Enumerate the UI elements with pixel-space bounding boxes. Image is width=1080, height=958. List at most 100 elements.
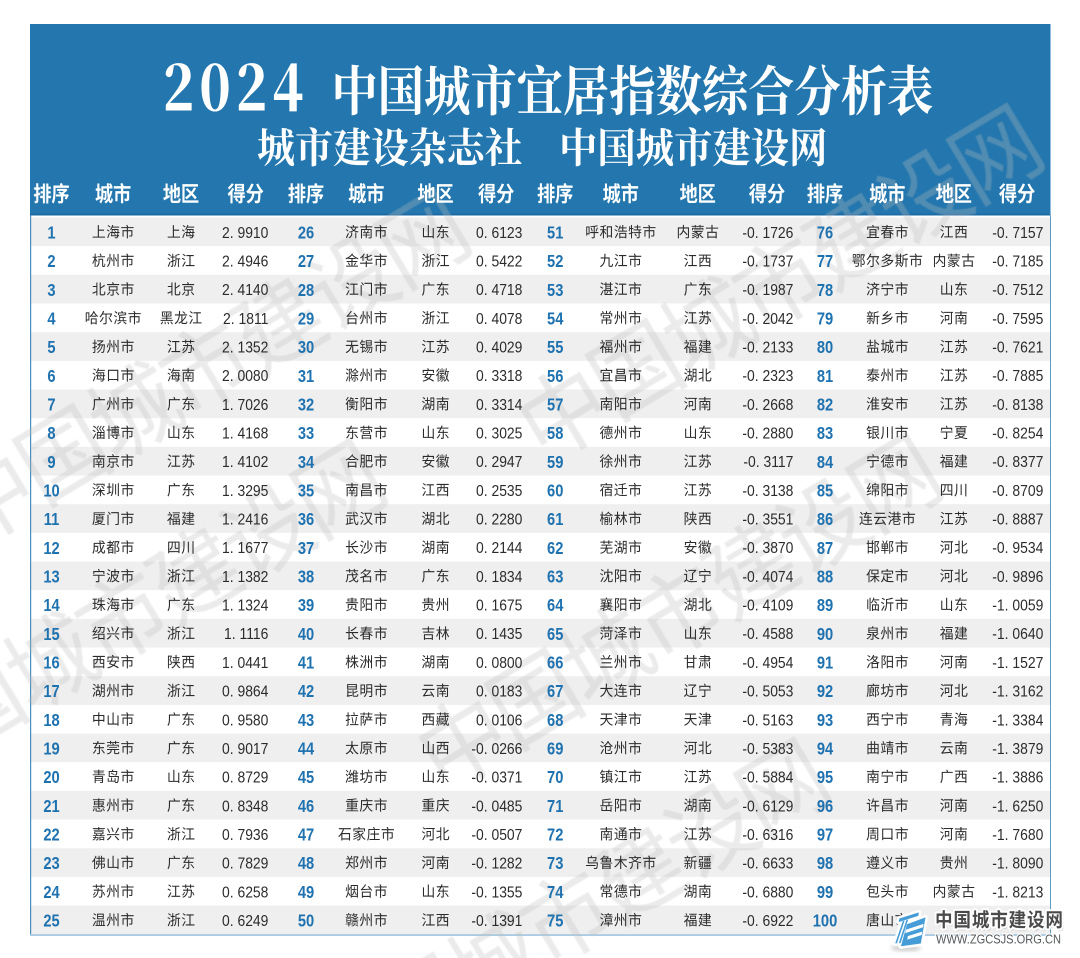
svg-text:0. 3318: 0. 3318 [476, 367, 522, 385]
svg-text:1. 1677: 1. 1677 [222, 539, 268, 557]
svg-text:0. 0183: 0. 0183 [476, 683, 522, 701]
svg-text:48: 48 [298, 854, 314, 873]
svg-text:38: 38 [298, 567, 314, 586]
svg-text:-0. 2323: -0. 2323 [742, 367, 793, 385]
svg-text:-0. 4109: -0. 4109 [742, 597, 793, 615]
svg-text:85: 85 [817, 481, 833, 500]
svg-text:99: 99 [817, 883, 833, 902]
svg-text:7: 7 [47, 395, 55, 414]
svg-text:94: 94 [817, 739, 833, 758]
svg-text:-0. 1987: -0. 1987 [742, 281, 793, 299]
svg-text:53: 53 [547, 281, 563, 300]
svg-text:-0. 1391: -0. 1391 [471, 912, 522, 930]
svg-text:-0. 7595: -0. 7595 [992, 310, 1043, 328]
svg-text:96: 96 [817, 797, 833, 816]
svg-text:0. 8729: 0. 8729 [222, 769, 268, 787]
svg-text:81: 81 [817, 367, 833, 386]
svg-text:0. 2535: 0. 2535 [476, 482, 522, 500]
svg-text:1: 1 [47, 223, 55, 242]
svg-text:35: 35 [298, 481, 314, 500]
svg-text:75: 75 [547, 911, 563, 930]
svg-text:0. 3025: 0. 3025 [476, 425, 522, 443]
svg-text:-1. 0640: -1. 0640 [992, 625, 1043, 643]
svg-text:-1. 3886: -1. 3886 [992, 769, 1043, 787]
svg-text:-0. 7185: -0. 7185 [992, 253, 1043, 271]
svg-text:17: 17 [43, 682, 59, 701]
svg-text:0. 7936: 0. 7936 [222, 826, 268, 844]
svg-text:-0. 1355: -0. 1355 [471, 883, 522, 901]
svg-text:42: 42 [298, 682, 314, 701]
svg-text:51: 51 [547, 223, 563, 242]
svg-text:-0. 2880: -0. 2880 [742, 425, 793, 443]
svg-text:-0. 9534: -0. 9534 [992, 539, 1043, 557]
svg-text:39: 39 [298, 596, 314, 615]
svg-text:0. 1435: 0. 1435 [476, 625, 522, 643]
svg-text:-0. 4074: -0. 4074 [742, 568, 793, 586]
svg-text:79: 79 [817, 309, 833, 328]
svg-text:18: 18 [43, 711, 59, 730]
svg-text:37: 37 [298, 539, 314, 558]
svg-text:-0. 5053: -0. 5053 [742, 683, 793, 701]
svg-text:-0. 3870: -0. 3870 [742, 539, 793, 557]
svg-text:1. 4168: 1. 4168 [222, 425, 268, 443]
svg-text:89: 89 [817, 596, 833, 615]
svg-text:11: 11 [44, 510, 60, 529]
svg-text:97: 97 [817, 825, 833, 844]
svg-text:-0. 8377: -0. 8377 [992, 453, 1043, 471]
svg-text:0. 0800: 0. 0800 [476, 654, 522, 672]
svg-text:-0. 3551: -0. 3551 [742, 511, 793, 529]
svg-text:73: 73 [547, 854, 563, 873]
svg-text:-0. 6880: -0. 6880 [742, 883, 793, 901]
svg-text:76: 76 [817, 223, 833, 242]
svg-text:0. 5422: 0. 5422 [476, 253, 522, 271]
svg-text:67: 67 [547, 682, 563, 701]
svg-text:68: 68 [547, 711, 563, 730]
svg-text:-1. 0059: -1. 0059 [992, 597, 1043, 615]
svg-text:3: 3 [47, 281, 55, 300]
svg-text:-0. 2133: -0. 2133 [742, 339, 793, 357]
svg-text:2. 1352: 2. 1352 [222, 339, 268, 357]
svg-text:-0. 7621: -0. 7621 [992, 339, 1043, 357]
svg-text:69: 69 [547, 739, 563, 758]
svg-text:1. 1382: 1. 1382 [222, 568, 268, 586]
svg-text:0. 2947: 0. 2947 [476, 453, 522, 471]
svg-text:5: 5 [47, 338, 55, 357]
svg-text:82: 82 [817, 395, 833, 414]
svg-text:-0. 5163: -0. 5163 [742, 711, 793, 729]
svg-text:20: 20 [43, 768, 59, 787]
svg-text:56: 56 [547, 367, 563, 386]
svg-text:2. 4140: 2. 4140 [222, 281, 268, 299]
svg-text:34: 34 [298, 453, 314, 472]
svg-text:22: 22 [43, 825, 59, 844]
svg-text:-1. 8213: -1. 8213 [992, 883, 1043, 901]
svg-text:-0. 0371: -0. 0371 [471, 769, 522, 787]
svg-text:2. 1811: 2. 1811 [223, 310, 268, 328]
svg-text:-0. 7157: -0. 7157 [992, 224, 1043, 242]
svg-text:59: 59 [547, 453, 563, 472]
svg-text:84: 84 [817, 453, 833, 472]
svg-text:40: 40 [298, 625, 314, 644]
svg-text:47: 47 [298, 825, 314, 844]
svg-text:1. 1324: 1. 1324 [222, 597, 268, 615]
svg-text:64: 64 [547, 596, 563, 615]
svg-text:49: 49 [298, 883, 314, 902]
svg-text:-0. 0507: -0. 0507 [471, 826, 522, 844]
svg-text:WWW.ZGCSJS.ORG.CN: WWW.ZGCSJS.ORG.CN [936, 932, 1061, 947]
svg-text:50: 50 [298, 911, 314, 930]
svg-text:65: 65 [547, 625, 563, 644]
svg-text:16: 16 [43, 653, 59, 672]
svg-text:0. 1675: 0. 1675 [476, 597, 522, 615]
svg-text:25: 25 [43, 911, 59, 930]
svg-text:-0. 9896: -0. 9896 [992, 568, 1043, 586]
svg-text:77: 77 [817, 252, 833, 271]
svg-text:-1. 3879: -1. 3879 [992, 740, 1043, 758]
svg-text:-0. 8254: -0. 8254 [992, 425, 1043, 443]
svg-text:0. 4718: 0. 4718 [476, 281, 522, 299]
svg-text:29: 29 [298, 309, 314, 328]
svg-text:71: 71 [547, 797, 563, 816]
svg-text:0. 6123: 0. 6123 [476, 224, 522, 242]
svg-text:62: 62 [547, 539, 563, 558]
svg-text:0. 6258: 0. 6258 [222, 883, 268, 901]
svg-text:0. 3314: 0. 3314 [476, 396, 522, 414]
svg-text:27: 27 [298, 252, 314, 271]
